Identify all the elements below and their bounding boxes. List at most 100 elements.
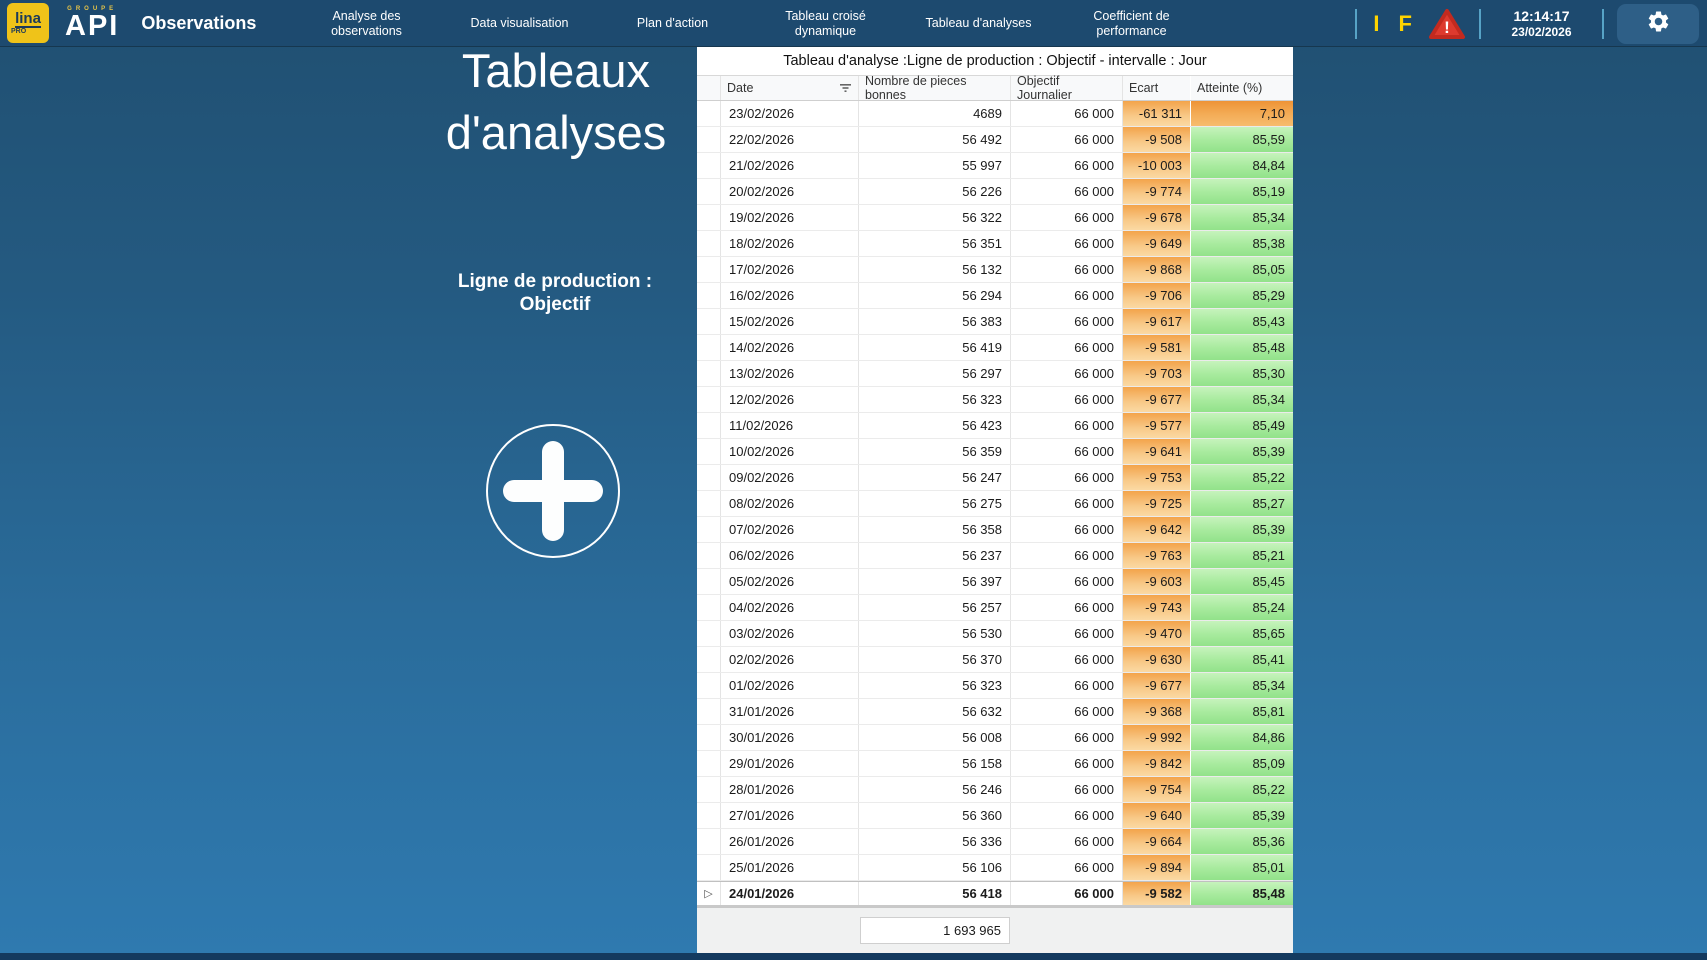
cell-pieces: 55 997	[859, 153, 1011, 178]
table-row[interactable]: 11/02/2026 56 423 66 000 -9 577 85,49	[697, 413, 1293, 439]
column-header-date[interactable]: Date	[721, 76, 859, 100]
cell-date: 23/02/2026	[721, 101, 859, 126]
cell-date: 25/01/2026	[721, 855, 859, 880]
cell-pieces: 56 492	[859, 127, 1011, 152]
column-header-pieces[interactable]: Nombre de pieces bonnes	[859, 74, 1011, 102]
cell-atteinte: 85,24	[1191, 595, 1293, 620]
row-focus-indicator	[697, 231, 721, 256]
table-row[interactable]: 06/02/2026 56 237 66 000 -9 763 85,21	[697, 543, 1293, 569]
cell-atteinte: 85,30	[1191, 361, 1293, 386]
row-focus-indicator	[697, 595, 721, 620]
cell-objectif: 66 000	[1011, 491, 1123, 516]
cell-atteinte: 84,84	[1191, 153, 1293, 178]
cell-ecart: -61 311	[1123, 101, 1191, 126]
table-row[interactable]: 03/02/2026 56 530 66 000 -9 470 85,65	[697, 621, 1293, 647]
table-row[interactable]: 05/02/2026 56 397 66 000 -9 603 85,45	[697, 569, 1293, 595]
nav-item[interactable]: Tableau croisé dynamique	[785, 8, 866, 38]
nav-item[interactable]: Analyse des observations	[331, 8, 402, 38]
cell-ecart: -9 703	[1123, 361, 1191, 386]
table-row[interactable]: 18/02/2026 56 351 66 000 -9 649 85,38	[697, 231, 1293, 257]
cell-pieces: 56 632	[859, 699, 1011, 724]
cell-pieces: 56 358	[859, 517, 1011, 542]
cell-atteinte: 85,34	[1191, 387, 1293, 412]
table-row[interactable]: 31/01/2026 56 632 66 000 -9 368 85,81	[697, 699, 1293, 725]
cell-objectif: 66 000	[1011, 153, 1123, 178]
cell-objectif: 66 000	[1011, 777, 1123, 802]
column-header-ecart[interactable]: Ecart	[1123, 76, 1191, 100]
cell-ecart: -9 582	[1123, 882, 1191, 905]
status-letter-f[interactable]: F	[1398, 10, 1412, 36]
table-row[interactable]: 17/02/2026 56 132 66 000 -9 868 85,05	[697, 257, 1293, 283]
settings-button[interactable]	[1617, 3, 1699, 44]
cell-ecart: -9 743	[1123, 595, 1191, 620]
cell-ecart: -9 642	[1123, 517, 1191, 542]
cell-atteinte: 85,22	[1191, 465, 1293, 490]
table-footer: 1 693 965	[697, 907, 1293, 953]
cell-atteinte: 85,38	[1191, 231, 1293, 256]
table-row[interactable]: 13/02/2026 56 297 66 000 -9 703 85,30	[697, 361, 1293, 387]
table-row[interactable]: 02/02/2026 56 370 66 000 -9 630 85,41	[697, 647, 1293, 673]
table-row[interactable]: 21/02/2026 55 997 66 000 -10 003 84,84	[697, 153, 1293, 179]
cell-date: 05/02/2026	[721, 569, 859, 594]
navbar-right-cluster: I F ! 12:14:17 23/02/2026	[1355, 0, 1699, 47]
table-row[interactable]: ▷ 24/01/2026 56 418 66 000 -9 582 85,48	[697, 881, 1293, 907]
cell-objectif: 66 000	[1011, 413, 1123, 438]
row-focus-indicator	[697, 673, 721, 698]
table-row[interactable]: 14/02/2026 56 419 66 000 -9 581 85,48	[697, 335, 1293, 361]
table-row[interactable]: 23/02/2026 4689 66 000 -61 311 7,10	[697, 101, 1293, 127]
filter-icon[interactable]	[839, 83, 852, 93]
nav-item[interactable]: Tableau d'analyses	[925, 16, 1032, 30]
table-row[interactable]: 19/02/2026 56 322 66 000 -9 678 85,34	[697, 205, 1293, 231]
table-row[interactable]: 30/01/2026 56 008 66 000 -9 992 84,86	[697, 725, 1293, 751]
add-analysis-button[interactable]	[486, 424, 620, 558]
table-row[interactable]: 04/02/2026 56 257 66 000 -9 743 85,24	[697, 595, 1293, 621]
cell-atteinte: 85,05	[1191, 257, 1293, 282]
warning-triangle-icon[interactable]: !	[1428, 8, 1466, 40]
cell-ecart: -9 754	[1123, 777, 1191, 802]
row-focus-indicator	[697, 725, 721, 750]
row-focus-indicator	[697, 413, 721, 438]
cell-atteinte: 85,36	[1191, 829, 1293, 854]
status-letter-i[interactable]: I	[1373, 10, 1380, 36]
lina-logo-text: lina	[15, 9, 41, 28]
cell-atteinte: 85,48	[1191, 335, 1293, 360]
cell-ecart: -9 664	[1123, 829, 1191, 854]
table-row[interactable]: 22/02/2026 56 492 66 000 -9 508 85,59	[697, 127, 1293, 153]
lina-pro-logo: lina PRO	[7, 3, 49, 43]
table-row[interactable]: 15/02/2026 56 383 66 000 -9 617 85,43	[697, 309, 1293, 335]
table-row[interactable]: 09/02/2026 56 247 66 000 -9 753 85,22	[697, 465, 1293, 491]
cell-date: 21/02/2026	[721, 153, 859, 178]
cell-date: 06/02/2026	[721, 543, 859, 568]
table-row[interactable]: 25/01/2026 56 106 66 000 -9 894 85,01	[697, 855, 1293, 881]
cell-atteinte: 7,10	[1191, 101, 1293, 126]
nav-item[interactable]: Data visualisation	[470, 16, 569, 30]
table-row[interactable]: 28/01/2026 56 246 66 000 -9 754 85,22	[697, 777, 1293, 803]
row-focus-indicator	[697, 283, 721, 308]
row-focus-indicator	[697, 829, 721, 854]
table-row[interactable]: 26/01/2026 56 336 66 000 -9 664 85,36	[697, 829, 1293, 855]
cell-date: 01/02/2026	[721, 673, 859, 698]
column-header-objectif[interactable]: Objectif Journalier	[1011, 74, 1123, 102]
table-row[interactable]: 29/01/2026 56 158 66 000 -9 842 85,09	[697, 751, 1293, 777]
analysis-subtitle-line1: Ligne de production :	[457, 271, 653, 292]
nav-item[interactable]: Plan d'action	[636, 16, 709, 30]
cell-date: 08/02/2026	[721, 491, 859, 516]
cell-date: 18/02/2026	[721, 231, 859, 256]
divider	[1479, 8, 1481, 39]
table-row[interactable]: 01/02/2026 56 323 66 000 -9 677 85,34	[697, 673, 1293, 699]
cell-objectif: 66 000	[1011, 465, 1123, 490]
column-header-atteinte[interactable]: Atteinte (%)	[1197, 81, 1263, 95]
table-row[interactable]: 12/02/2026 56 323 66 000 -9 677 85,34	[697, 387, 1293, 413]
nav-item[interactable]: Coefficient de performance	[1093, 8, 1170, 38]
cell-atteinte: 85,39	[1191, 517, 1293, 542]
row-focus-indicator	[697, 621, 721, 646]
table-row[interactable]: 08/02/2026 56 275 66 000 -9 725 85,27	[697, 491, 1293, 517]
table-row[interactable]: 27/01/2026 56 360 66 000 -9 640 85,39	[697, 803, 1293, 829]
table-row[interactable]: 16/02/2026 56 294 66 000 -9 706 85,29	[697, 283, 1293, 309]
table-row[interactable]: 20/02/2026 56 226 66 000 -9 774 85,19	[697, 179, 1293, 205]
cell-pieces: 56 359	[859, 439, 1011, 464]
table-row[interactable]: 10/02/2026 56 359 66 000 -9 641 85,39	[697, 439, 1293, 465]
table-row[interactable]: 07/02/2026 56 358 66 000 -9 642 85,39	[697, 517, 1293, 543]
cell-atteinte: 85,19	[1191, 179, 1293, 204]
cell-pieces: 56 397	[859, 569, 1011, 594]
